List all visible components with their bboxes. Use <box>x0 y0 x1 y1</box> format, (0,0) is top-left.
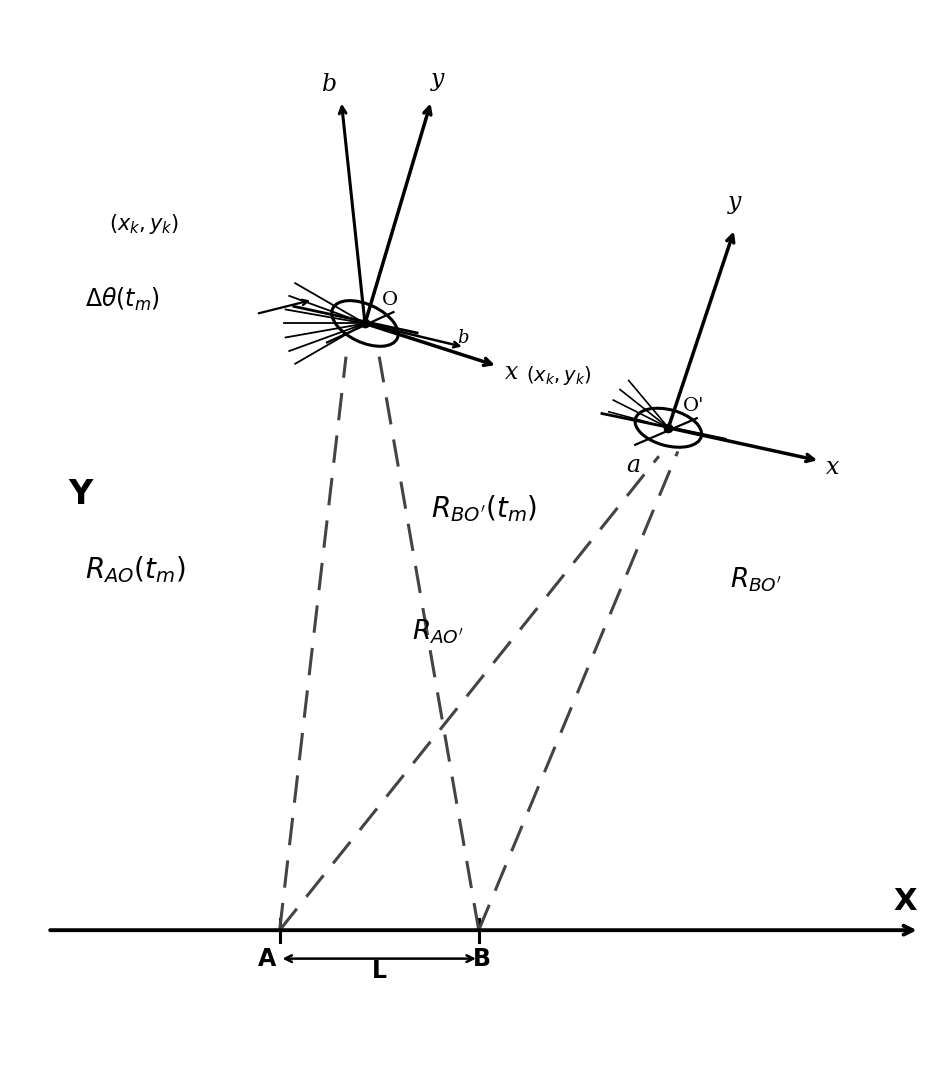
Text: b: b <box>457 329 468 348</box>
Text: $(x_k, y_k)$: $(x_k, y_k)$ <box>109 212 179 236</box>
Text: a: a <box>627 454 640 478</box>
Text: $R_{BO'}(t_m)$: $R_{BO'}(t_m)$ <box>431 493 538 524</box>
Text: Y: Y <box>68 478 93 510</box>
Text: y: y <box>728 192 741 214</box>
Text: $\Delta\theta(t_m)$: $\Delta\theta(t_m)$ <box>85 286 160 313</box>
Text: $(x_k, y_k)$: $(x_k, y_k)$ <box>526 364 592 387</box>
Text: $R_{BO'}$: $R_{BO'}$ <box>730 565 782 593</box>
Text: $R_{AO'}$: $R_{AO'}$ <box>412 617 465 645</box>
Text: $R_{AO}(t_m)$: $R_{AO}(t_m)$ <box>85 554 186 585</box>
Text: O': O' <box>683 397 704 416</box>
Text: O: O <box>382 291 398 310</box>
Text: x: x <box>505 362 519 384</box>
Text: b: b <box>322 73 337 96</box>
Text: L: L <box>372 958 387 982</box>
Text: A: A <box>258 948 277 971</box>
Text: x: x <box>826 456 839 479</box>
Text: y: y <box>431 68 445 91</box>
Text: B: B <box>473 948 490 971</box>
Text: X: X <box>894 887 917 916</box>
